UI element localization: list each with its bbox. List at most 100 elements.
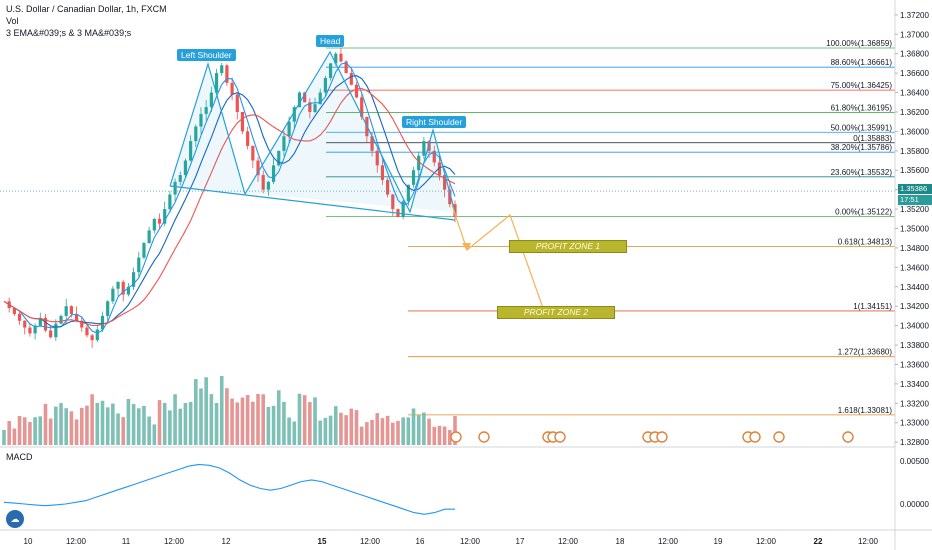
candle-body xyxy=(225,65,229,83)
candle-body xyxy=(142,243,146,258)
volume-label: Vol xyxy=(6,16,19,26)
candle-body xyxy=(406,184,410,202)
x-tick-label: 12:00 xyxy=(164,537,185,546)
x-tick-label: 12:00 xyxy=(360,537,381,546)
volume-bar xyxy=(168,410,172,445)
candle-body xyxy=(297,92,302,108)
volume-bar xyxy=(142,405,146,445)
y-tick-label: 1.34200 xyxy=(900,302,929,311)
candle-body xyxy=(126,286,131,295)
volume-bar xyxy=(126,398,131,445)
y-tick-label: 1.35000 xyxy=(900,225,929,234)
candle-body xyxy=(43,317,48,331)
volume-bar xyxy=(188,402,193,445)
volume-bar xyxy=(416,415,421,445)
volume-bar xyxy=(2,429,6,445)
volume-bar xyxy=(7,421,11,445)
y-tick-label: 1.36800 xyxy=(900,50,929,59)
macd-tick-label: 0.00000 xyxy=(900,500,929,509)
volume-bar xyxy=(339,412,343,445)
volume-bar xyxy=(194,379,198,445)
candle-body xyxy=(28,327,32,334)
volume-bar xyxy=(276,390,281,445)
economic-event-marker xyxy=(773,431,785,443)
x-tick-label: 11 xyxy=(122,537,131,546)
y-tick-label: 1.35200 xyxy=(900,205,929,214)
volume-bar xyxy=(251,401,255,445)
volume-bar xyxy=(157,400,162,445)
ma-slow-line xyxy=(3,87,456,327)
volume-bar xyxy=(427,418,431,445)
volume-bar xyxy=(33,417,37,445)
fib-label: 75.00%(1.36425) xyxy=(831,81,893,90)
volume-bar xyxy=(17,416,22,445)
fib-label: 50.00%(1.35991) xyxy=(831,123,893,132)
candle-body xyxy=(261,175,265,190)
candle-body xyxy=(152,218,156,231)
tradingview-logo[interactable]: ☁ xyxy=(6,510,24,528)
candle-body xyxy=(432,150,436,163)
y-tick-label: 1.34600 xyxy=(900,263,929,272)
profit-zone-1: PROFIT ZONE 1 xyxy=(509,240,627,253)
volume-bar xyxy=(85,405,89,445)
y-tick-label: 1.34400 xyxy=(900,283,929,292)
candle-body xyxy=(386,179,390,195)
candle-body xyxy=(178,175,182,182)
candle-body xyxy=(74,313,79,321)
volume-bar xyxy=(354,410,359,445)
volume-bar xyxy=(385,415,390,445)
candle-body xyxy=(90,335,94,341)
candle-body xyxy=(17,313,22,321)
candle-body xyxy=(240,111,245,132)
x-tick-label: 12:00 xyxy=(658,537,679,546)
volume-bar xyxy=(266,406,271,445)
macd-line xyxy=(3,463,455,515)
candle-body xyxy=(323,77,328,93)
fib-label: 100.00%(1.36859) xyxy=(826,39,892,48)
volume-bar xyxy=(64,408,69,445)
y-tick-label: 1.33800 xyxy=(900,341,929,350)
volume-bar xyxy=(396,420,400,445)
candle-body xyxy=(23,320,27,328)
candle-body xyxy=(189,141,193,161)
candle-body xyxy=(69,306,73,314)
volume-bar xyxy=(365,422,369,445)
candle-body xyxy=(401,201,405,217)
candle-body xyxy=(235,94,239,112)
candle-body xyxy=(266,181,270,190)
candle-body xyxy=(214,73,219,93)
volume-bar xyxy=(28,422,32,445)
right-shoulder-label: Right Shoulder xyxy=(402,116,467,128)
x-tick-label: 17 xyxy=(516,537,525,546)
volume-bar xyxy=(214,403,219,445)
volume-bar xyxy=(448,430,452,445)
candle-body xyxy=(168,194,172,210)
volume-bar xyxy=(121,417,126,445)
candle-body xyxy=(349,73,353,85)
candle-body xyxy=(157,218,162,224)
candle-body xyxy=(282,136,286,151)
volume-bar xyxy=(219,375,224,445)
x-tick-label: 12:00 xyxy=(66,537,87,546)
candle-body xyxy=(220,65,224,74)
volume-bar xyxy=(333,406,338,445)
volume-bar xyxy=(152,424,157,445)
candle-body xyxy=(417,155,421,171)
y-tick-label: 1.34000 xyxy=(900,322,929,331)
x-tick-label: 16 xyxy=(416,537,425,546)
indicators-label: 3 EMA&#039;s & 3 MA&#039;s xyxy=(6,28,132,38)
candle-body xyxy=(116,281,120,289)
economic-event-marker xyxy=(478,431,490,443)
volume-bar xyxy=(437,425,442,445)
volume-bar xyxy=(59,403,63,445)
fib-label: 0.618(1.34813) xyxy=(838,238,893,247)
projection-arrowhead xyxy=(462,243,471,251)
volume-bar xyxy=(105,407,110,445)
candle-body xyxy=(204,107,208,114)
y-tick-label: 1.37200 xyxy=(900,11,929,20)
volume-bar xyxy=(349,408,354,445)
profit-zone-2: PROFIT ZONE 2 xyxy=(497,306,615,319)
candle-body xyxy=(308,102,312,112)
neckline xyxy=(169,185,456,221)
